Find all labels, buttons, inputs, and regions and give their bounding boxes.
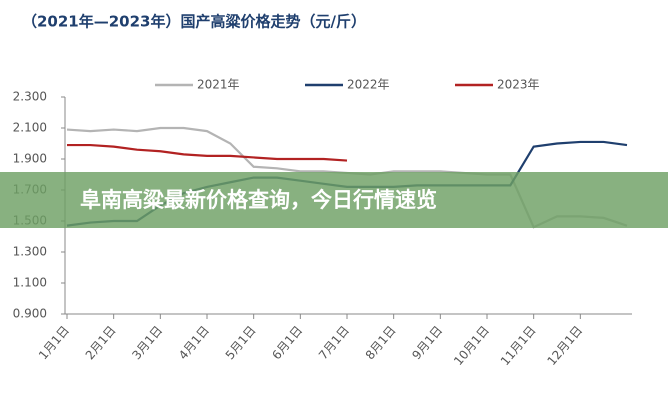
y-tick-label: 1.300: [13, 245, 47, 259]
y-tick-label: 2.100: [13, 121, 47, 135]
x-tick-label: 4月1日: [176, 323, 212, 362]
legend-label: 2023年: [497, 78, 540, 92]
y-tick-label: 1.900: [13, 152, 47, 166]
y-tick-label: 0.900: [13, 307, 47, 321]
chart-title: （2021年—2023年）国产高粱价格走势（元/斤）: [22, 13, 366, 31]
x-tick-label: 2月1日: [83, 323, 119, 362]
y-tick-label: 2.300: [13, 90, 47, 104]
x-tick-label: 6月1日: [269, 323, 305, 362]
x-tick-label: 5月1日: [223, 323, 259, 362]
y-tick-label: 1.100: [13, 276, 47, 290]
x-tick-label: 7月1日: [316, 323, 352, 362]
overlay-title: 阜南高粱最新价格查询，今日行情速览: [0, 172, 668, 228]
legend-label: 2022年: [347, 78, 390, 92]
series-line: [67, 143, 348, 162]
x-tick-label: 8月1日: [363, 323, 399, 362]
x-tick-label: 9月1日: [409, 323, 445, 362]
x-tick-label: 1月1日: [36, 323, 72, 362]
x-tick-label: 11月1日: [498, 323, 539, 368]
legend-label: 2021年: [197, 78, 240, 92]
x-tick-label: 3月1日: [129, 323, 165, 362]
x-tick-label: 12月1日: [544, 323, 585, 368]
x-tick-label: 10月1日: [451, 323, 492, 368]
